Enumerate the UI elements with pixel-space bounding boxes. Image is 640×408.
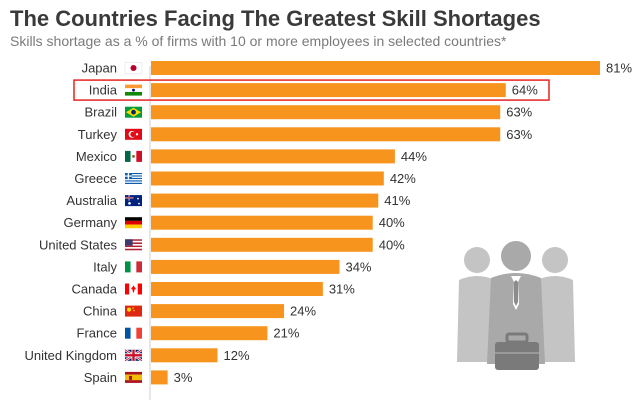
- category-label-china: China: [83, 304, 118, 319]
- category-label-brazil: Brazil: [84, 105, 117, 120]
- bars-group: Japan 81% India 64% Brazil 63% Turkey 63% Mexico…: [25, 61, 633, 385]
- value-label-canada: 31%: [329, 282, 355, 297]
- bar-row-india: India 64%: [73, 79, 550, 101]
- value-label-china: 24%: [290, 304, 316, 319]
- bar-row-turkey: Turkey 63%: [78, 127, 533, 142]
- greece-flag-icon: [125, 173, 142, 184]
- united-states-flag-icon: [125, 239, 142, 251]
- bar-row-canada: Canada 31%: [71, 282, 355, 297]
- chart-subtitle: Skills shortage as a % of firms with 10 …: [10, 33, 507, 49]
- bar-italy: [151, 259, 340, 274]
- category-label-turkey: Turkey: [78, 127, 118, 142]
- bar-spain: [151, 370, 168, 385]
- bar-india: [151, 83, 506, 98]
- bar-row-france: France 21%: [77, 326, 300, 341]
- chart-title: The Countries Facing The Greatest Skill …: [10, 6, 541, 31]
- bar-row-japan: Japan 81%: [82, 61, 633, 76]
- value-label-mexico: 44%: [401, 149, 427, 164]
- value-label-spain: 3%: [174, 370, 193, 385]
- value-label-france: 21%: [273, 326, 299, 341]
- bar-row-brazil: Brazil 63%: [84, 105, 532, 120]
- value-label-india: 64%: [512, 83, 538, 98]
- china-flag-icon: [125, 305, 142, 317]
- bar-row-china: China 24%: [83, 304, 316, 319]
- bar-row-australia: Australia 41%: [66, 193, 410, 208]
- value-label-united-kingdom: 12%: [224, 348, 250, 363]
- bar-united-states: [151, 237, 373, 252]
- bar-australia: [151, 193, 379, 208]
- australia-flag-icon: [125, 195, 142, 207]
- bar-united-kingdom: [151, 348, 218, 363]
- bar-row-spain: Spain 3%: [84, 370, 193, 385]
- highlight-box-india: [73, 79, 550, 101]
- spain-flag-icon: [125, 371, 142, 383]
- bar-row-germany: Germany 40%: [64, 215, 406, 230]
- value-label-turkey: 63%: [506, 127, 532, 142]
- category-label-australia: Australia: [66, 193, 117, 208]
- person-back-left-icon: [457, 247, 497, 362]
- value-label-germany: 40%: [379, 215, 405, 230]
- bar-canada: [151, 282, 323, 296]
- italy-flag-icon: [125, 261, 142, 273]
- canada-flag-icon: [125, 283, 142, 295]
- japan-flag-icon: [124, 62, 143, 74]
- bar-row-united-states: United States 40%: [39, 237, 405, 252]
- businessmen-group-icon: [457, 241, 575, 370]
- person-back-right-icon: [535, 247, 575, 362]
- bar-turkey: [151, 127, 501, 142]
- value-label-japan: 81%: [606, 61, 632, 76]
- turkey-flag-icon: [125, 128, 142, 140]
- bar-china: [151, 304, 285, 319]
- bar-row-greece: Greece 42%: [74, 171, 416, 186]
- bar-greece: [151, 171, 384, 186]
- value-label-united-states: 40%: [379, 237, 405, 252]
- value-label-australia: 41%: [384, 193, 410, 208]
- germany-flag-icon: [125, 217, 142, 229]
- bar-brazil: [151, 105, 501, 120]
- category-label-germany: Germany: [64, 215, 118, 230]
- category-label-canada: Canada: [71, 282, 117, 297]
- value-label-brazil: 63%: [506, 105, 532, 120]
- brazil-flag-icon: [125, 106, 142, 118]
- category-label-mexico: Mexico: [76, 149, 117, 164]
- category-label-greece: Greece: [74, 171, 117, 186]
- bar-row-united-kingdom: United Kingdom 12%: [25, 348, 250, 363]
- bar-mexico: [151, 149, 395, 164]
- bar-row-mexico: Mexico 44%: [76, 149, 428, 164]
- person-front-icon: [487, 241, 545, 364]
- briefcase-icon: [495, 332, 539, 370]
- category-label-japan: Japan: [82, 61, 117, 76]
- value-label-italy: 34%: [345, 259, 371, 274]
- category-label-spain: Spain: [84, 370, 117, 385]
- category-label-united-kingdom: United Kingdom: [25, 348, 118, 363]
- bar-row-italy: Italy 34%: [93, 259, 372, 274]
- category-label-italy: Italy: [93, 259, 117, 274]
- india-flag-icon: [125, 84, 142, 96]
- bar-japan: [151, 61, 600, 75]
- category-label-united-states: United States: [39, 237, 118, 252]
- category-label-france: France: [77, 326, 117, 341]
- united-kingdom-flag-icon: [124, 348, 143, 362]
- mexico-flag-icon: [125, 150, 142, 162]
- category-label-india: India: [89, 83, 118, 98]
- bar-france: [151, 326, 268, 341]
- france-flag-icon: [125, 327, 142, 339]
- value-label-greece: 42%: [390, 171, 416, 186]
- bar-germany: [151, 215, 373, 230]
